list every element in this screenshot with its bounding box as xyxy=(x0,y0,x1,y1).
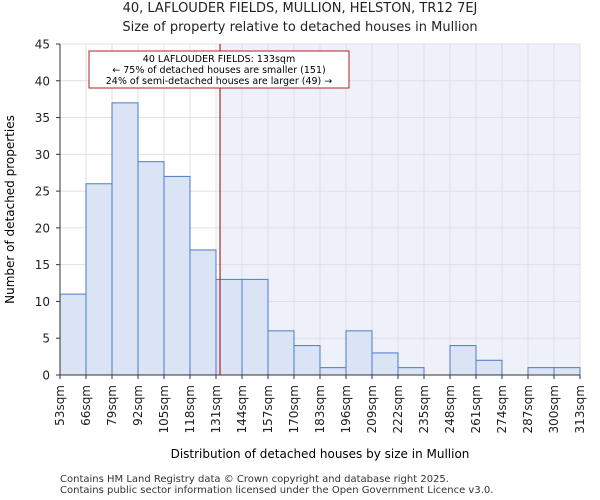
y-axis-label: Number of detached properties xyxy=(3,115,17,304)
x-tick-label: 131sqm xyxy=(209,385,223,433)
y-tick-label: 45 xyxy=(35,38,50,52)
bar xyxy=(475,359,503,376)
bar xyxy=(59,293,87,376)
x-tick-label: 118sqm xyxy=(183,385,197,433)
y-tick-label: 15 xyxy=(35,258,50,272)
x-tick-label: 183sqm xyxy=(313,385,327,433)
x-tick-label: 248sqm xyxy=(443,385,457,433)
annotation-line-1: 40 LAFLOUDER FIELDS: 133sqm xyxy=(143,54,295,65)
x-tick-label: 209sqm xyxy=(365,385,379,433)
x-axis-ticks: 53sqm 66sqm 79sqm 92sqm 105sqm 118sqm 131sqm 14… xyxy=(53,375,587,433)
x-axis-label: Distribution of detached houses by size … xyxy=(171,447,470,461)
y-tick-label: 0 xyxy=(42,369,50,383)
annotation-line-3: 24% of semi-detached houses are larger (… xyxy=(106,76,333,87)
y-tick-label: 40 xyxy=(35,74,50,88)
annotation-line-2: ← 75% of detached houses are smaller (15… xyxy=(112,65,325,76)
gridlines xyxy=(59,43,581,376)
x-tick-label: 222sqm xyxy=(391,385,405,433)
bar xyxy=(345,330,373,376)
larger-region-highlight xyxy=(220,44,580,375)
x-tick-label: 274sqm xyxy=(495,385,509,433)
y-tick-label: 30 xyxy=(35,148,50,162)
x-tick-label: 170sqm xyxy=(287,385,301,433)
bar xyxy=(527,367,555,376)
bar xyxy=(553,367,581,376)
y-axis-ticks: 0 5 10 15 20 25 30 35 40 45 xyxy=(35,38,60,383)
x-tick-label: 235sqm xyxy=(417,385,431,433)
x-tick-label: 92sqm xyxy=(131,385,145,426)
chart-subtitle: Size of property relative to detached ho… xyxy=(122,20,478,35)
bar xyxy=(137,161,165,376)
x-tick-label: 261sqm xyxy=(469,385,483,433)
annotation-box: 40 LAFLOUDER FIELDS: 133sqm ← 75% of det… xyxy=(88,50,350,89)
bar xyxy=(163,175,191,376)
chart-title: 40, LAFLOUDER FIELDS, MULLION, HELSTON, … xyxy=(122,1,478,16)
y-tick-label: 35 xyxy=(35,111,50,125)
bar xyxy=(85,183,113,376)
footer-line-1: Contains HM Land Registry data © Crown c… xyxy=(60,474,449,485)
x-tick-label: 144sqm xyxy=(235,385,249,433)
bar xyxy=(267,330,295,376)
x-tick-label: 287sqm xyxy=(521,385,535,433)
bar xyxy=(293,345,321,376)
y-tick-label: 20 xyxy=(35,221,50,235)
x-tick-label: 105sqm xyxy=(157,385,171,433)
x-tick-label: 196sqm xyxy=(339,385,353,433)
x-tick-label: 79sqm xyxy=(105,385,119,426)
bar xyxy=(319,367,347,376)
x-tick-label: 66sqm xyxy=(79,385,93,426)
x-tick-label: 300sqm xyxy=(547,385,561,433)
y-tick-label: 5 xyxy=(42,332,50,346)
bar xyxy=(449,345,477,376)
bars xyxy=(59,102,581,376)
y-tick-label: 10 xyxy=(35,295,50,309)
footer-line-2: Contains public sector information licen… xyxy=(60,485,494,496)
bar xyxy=(241,278,269,376)
bar xyxy=(111,102,139,376)
x-tick-label: 157sqm xyxy=(261,385,275,433)
x-tick-label: 313sqm xyxy=(573,385,587,433)
bar xyxy=(371,352,399,376)
y-tick-label: 25 xyxy=(35,185,50,199)
annotation-frame xyxy=(88,50,350,89)
bar xyxy=(397,367,425,376)
x-tick-label: 53sqm xyxy=(53,385,67,426)
bar xyxy=(189,249,217,376)
